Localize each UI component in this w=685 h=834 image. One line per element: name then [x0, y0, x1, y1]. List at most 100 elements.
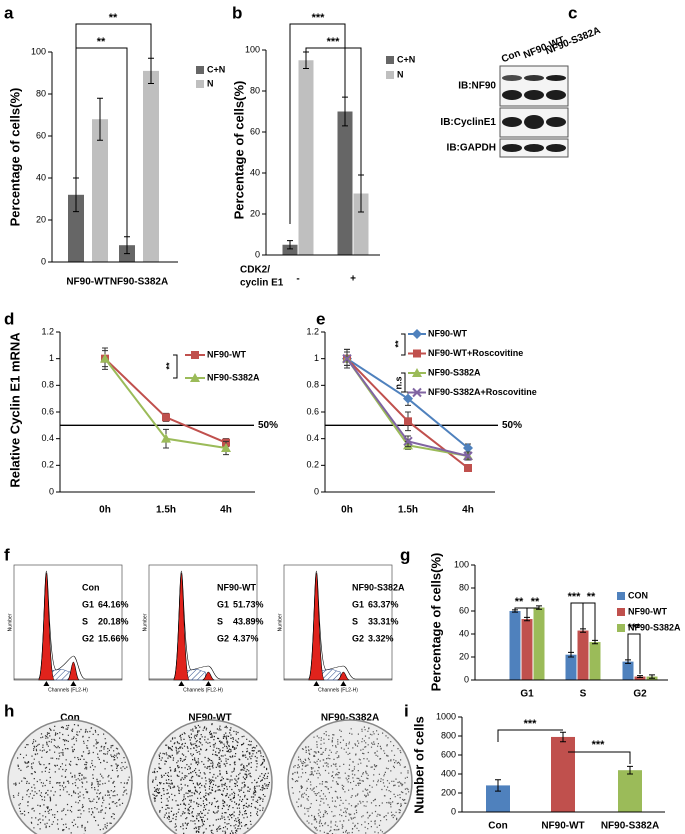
blot-band: [546, 117, 566, 127]
blot-band: [546, 75, 566, 81]
error-bar: [637, 675, 643, 678]
x-tick-label: 0h: [99, 505, 111, 516]
x-tick-label: 4h: [462, 505, 474, 516]
legend-label: NF90-WT: [207, 349, 246, 359]
y-axis-label: Number of cells: [411, 716, 426, 814]
blot-label: IB:CyclinE1: [440, 117, 496, 128]
bar: [92, 119, 108, 262]
phase-value: 64.16%: [98, 599, 129, 609]
x-tick-label: S: [580, 689, 587, 700]
x-tick-label: NF90-WT: [541, 821, 584, 832]
y-tick-label: 0: [255, 249, 260, 259]
phase-value: 43.89%: [233, 616, 264, 626]
phase-value: 4.37%: [233, 633, 259, 643]
y-tick-label: 100: [31, 46, 46, 56]
significance-bracket: [497, 729, 563, 742]
reference-label: 50%: [502, 420, 522, 431]
legend-label: C+N: [397, 54, 415, 64]
error-bar: [649, 674, 655, 679]
phase-label: G1: [352, 599, 364, 609]
blot-band: [546, 144, 566, 152]
bar: [68, 194, 84, 262]
y-axis-label: Percentage of cells(%): [231, 81, 246, 220]
bar: [577, 630, 589, 680]
lane-label: Con: [500, 48, 522, 65]
legend-label: NF90-WT+Roscovitine: [428, 348, 523, 358]
phase-label: S: [217, 616, 223, 626]
blot-label: IB:NF90: [458, 81, 496, 92]
error-bar: [287, 240, 293, 250]
gate-marker: [43, 681, 50, 686]
reference-label: 50%: [258, 420, 278, 431]
y-axis-label: Number: [142, 613, 148, 631]
panel-letter: f: [4, 545, 10, 564]
bar: [337, 111, 353, 255]
gate-marker: [178, 681, 185, 686]
x-axis-label: cyclin E1: [240, 278, 284, 289]
x-axis-label: CDK2/: [240, 265, 270, 276]
legend-label: CON: [628, 590, 648, 600]
y-tick-label: 80: [459, 582, 469, 592]
marker: [464, 464, 472, 472]
gate-marker: [70, 681, 77, 686]
x-tick-label: G2: [633, 689, 647, 700]
bar: [589, 642, 601, 680]
marker: [463, 443, 473, 453]
marker: [161, 433, 171, 443]
error-bar: [592, 639, 598, 645]
y-tick-label: 0.2: [306, 460, 319, 470]
phase-label: G1: [82, 599, 94, 609]
panel-letter: d: [4, 309, 14, 328]
histogram-title: NF90-S382A: [352, 582, 405, 592]
legend-marker: [412, 329, 422, 339]
phase-label: S: [82, 616, 88, 626]
significance-bracket: [401, 333, 406, 356]
x-tick-label: NF90-S382A: [601, 821, 659, 832]
y-tick-label: 0: [41, 256, 46, 266]
legend-label: NF90-WT: [428, 328, 467, 338]
legend-label: NF90-WT: [628, 606, 667, 616]
legend-swatch: [617, 608, 625, 616]
g2-peak: [337, 671, 350, 681]
blot-band: [524, 115, 544, 129]
significance-bracket: [75, 47, 128, 238]
gate-marker: [313, 681, 320, 686]
phase-value: 20.18%: [98, 616, 129, 626]
g1-peak: [38, 572, 55, 681]
bar: [533, 607, 545, 680]
y-axis-label: Number: [277, 613, 283, 631]
g2-peak: [202, 671, 215, 681]
phase-value: 33.31%: [368, 616, 399, 626]
bar: [509, 611, 521, 680]
legend-marker: [413, 349, 421, 358]
histogram-outline: [14, 570, 122, 680]
significance-bracket: [582, 602, 596, 640]
g2-peak: [67, 661, 80, 681]
significance-label: n.s: [393, 376, 403, 389]
legend-label: NF90-S382A: [428, 367, 481, 377]
y-tick-label: 40: [36, 172, 46, 182]
y-tick-label: 0.2: [41, 460, 54, 470]
significance-label: ***: [312, 12, 326, 24]
x-tick-label: G1: [520, 689, 534, 700]
y-tick-label: 0.8: [306, 380, 319, 390]
y-tick-label: 0.4: [306, 433, 319, 443]
significance-bracket: [401, 372, 406, 393]
legend-marker: [191, 351, 199, 359]
y-tick-label: 60: [459, 605, 469, 615]
y-tick-label: 100: [454, 559, 469, 569]
gate-marker: [205, 681, 212, 686]
gate-marker: [340, 681, 347, 686]
legend-label: NF90-S382A+Roscovitine: [428, 387, 537, 397]
phase-label: G1: [217, 599, 229, 609]
phase-value: 51.73%: [233, 599, 264, 609]
panel-letter: b: [232, 3, 242, 22]
y-tick-label: 40: [459, 628, 469, 638]
y-tick-label: 60: [250, 126, 260, 136]
marker: [100, 353, 110, 363]
y-axis-label: Relative Cyclin E1 mRNA: [7, 332, 22, 488]
significance-bracket: [289, 23, 346, 224]
bar: [143, 70, 159, 263]
significance-label: **: [109, 12, 118, 24]
g1-peak: [308, 572, 325, 681]
